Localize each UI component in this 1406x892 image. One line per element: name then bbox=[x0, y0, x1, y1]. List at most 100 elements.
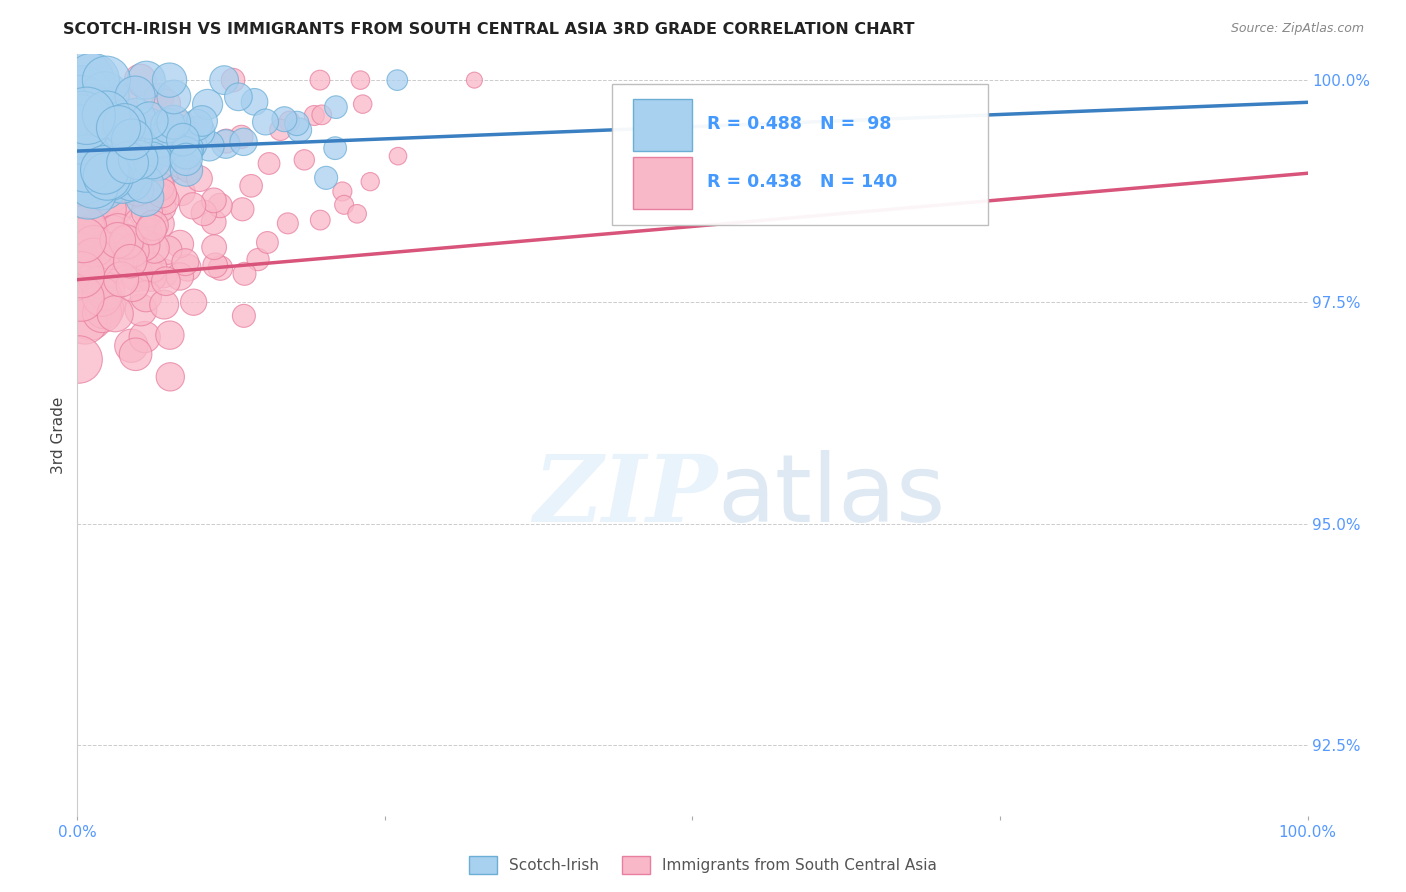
Point bbox=[278, 114, 301, 128]
Point bbox=[311, 108, 333, 122]
Point bbox=[90, 126, 112, 140]
Point bbox=[163, 90, 186, 104]
Point bbox=[125, 174, 148, 188]
Text: SCOTCH-IRISH VS IMMIGRANTS FROM SOUTH CENTRAL ASIA 3RD GRADE CORRELATION CHART: SCOTCH-IRISH VS IMMIGRANTS FROM SOUTH CE… bbox=[63, 22, 915, 37]
Point bbox=[127, 268, 149, 283]
Point bbox=[69, 99, 91, 113]
Point bbox=[463, 73, 485, 87]
Point bbox=[82, 103, 104, 118]
Point bbox=[174, 153, 197, 167]
Point bbox=[170, 185, 193, 199]
Point bbox=[70, 268, 93, 282]
Point bbox=[73, 168, 96, 182]
Point bbox=[127, 244, 149, 258]
Point bbox=[121, 277, 143, 292]
Point bbox=[84, 226, 107, 240]
Point bbox=[83, 175, 105, 189]
Point bbox=[349, 73, 371, 87]
Point bbox=[152, 133, 174, 147]
Point bbox=[212, 73, 235, 87]
Point bbox=[309, 73, 332, 87]
Point bbox=[70, 220, 93, 235]
Point bbox=[163, 123, 186, 137]
Point bbox=[117, 167, 139, 181]
Point bbox=[134, 330, 156, 344]
Point bbox=[94, 162, 117, 177]
Point bbox=[292, 153, 315, 167]
Point bbox=[96, 108, 118, 122]
Text: R = 0.488   N =  98: R = 0.488 N = 98 bbox=[707, 115, 891, 134]
Point bbox=[134, 190, 156, 204]
Point bbox=[174, 255, 197, 269]
Point bbox=[134, 177, 156, 191]
Point bbox=[98, 123, 121, 137]
Point bbox=[202, 194, 225, 208]
Point bbox=[202, 240, 225, 254]
Point bbox=[323, 141, 346, 155]
Point bbox=[79, 311, 101, 326]
Point bbox=[124, 347, 146, 361]
Point bbox=[332, 185, 354, 199]
Point bbox=[100, 244, 122, 258]
Bar bbox=[634, 157, 693, 209]
Point bbox=[76, 109, 98, 123]
Text: R = 0.438   N = 140: R = 0.438 N = 140 bbox=[707, 173, 897, 192]
Point bbox=[67, 106, 90, 120]
Point bbox=[269, 123, 291, 137]
Point bbox=[149, 179, 172, 194]
Point bbox=[103, 156, 125, 170]
Point bbox=[209, 198, 232, 212]
Point bbox=[163, 115, 186, 129]
Point bbox=[80, 97, 103, 112]
Point bbox=[132, 134, 155, 148]
Point bbox=[181, 199, 204, 213]
Point bbox=[67, 119, 90, 133]
Point bbox=[352, 97, 374, 112]
Point bbox=[107, 233, 129, 247]
Point bbox=[172, 133, 194, 147]
Point bbox=[148, 217, 170, 231]
Point bbox=[82, 130, 104, 145]
Point bbox=[129, 302, 152, 317]
Point bbox=[135, 289, 157, 303]
Point bbox=[73, 73, 96, 87]
Point bbox=[142, 219, 165, 233]
Point bbox=[75, 265, 97, 279]
Point bbox=[108, 121, 131, 136]
Point bbox=[70, 291, 93, 305]
Point bbox=[228, 90, 250, 104]
Point bbox=[150, 186, 173, 201]
Point bbox=[96, 298, 118, 312]
Point bbox=[159, 73, 181, 87]
Point bbox=[325, 100, 347, 114]
Point bbox=[82, 162, 104, 177]
Point bbox=[83, 252, 105, 266]
Point bbox=[75, 168, 97, 182]
Point bbox=[209, 261, 232, 276]
Point bbox=[129, 73, 152, 87]
Point bbox=[215, 136, 238, 151]
Point bbox=[120, 339, 142, 353]
Point bbox=[188, 171, 211, 186]
Point bbox=[110, 272, 132, 286]
Point bbox=[232, 135, 254, 149]
Point bbox=[69, 153, 91, 168]
Point bbox=[157, 142, 180, 156]
Point bbox=[72, 127, 94, 141]
Point bbox=[77, 126, 100, 140]
Point bbox=[148, 91, 170, 105]
Point bbox=[193, 206, 215, 220]
Point bbox=[359, 175, 381, 189]
Text: atlas: atlas bbox=[717, 450, 945, 541]
Point bbox=[67, 352, 90, 367]
Point bbox=[107, 120, 129, 135]
Point bbox=[84, 118, 107, 132]
Point bbox=[188, 124, 211, 138]
Point bbox=[247, 252, 270, 267]
Point bbox=[156, 119, 179, 133]
Point bbox=[77, 255, 100, 269]
Point bbox=[76, 136, 98, 150]
Point bbox=[141, 153, 163, 168]
Point bbox=[104, 307, 127, 321]
Point bbox=[136, 205, 159, 219]
